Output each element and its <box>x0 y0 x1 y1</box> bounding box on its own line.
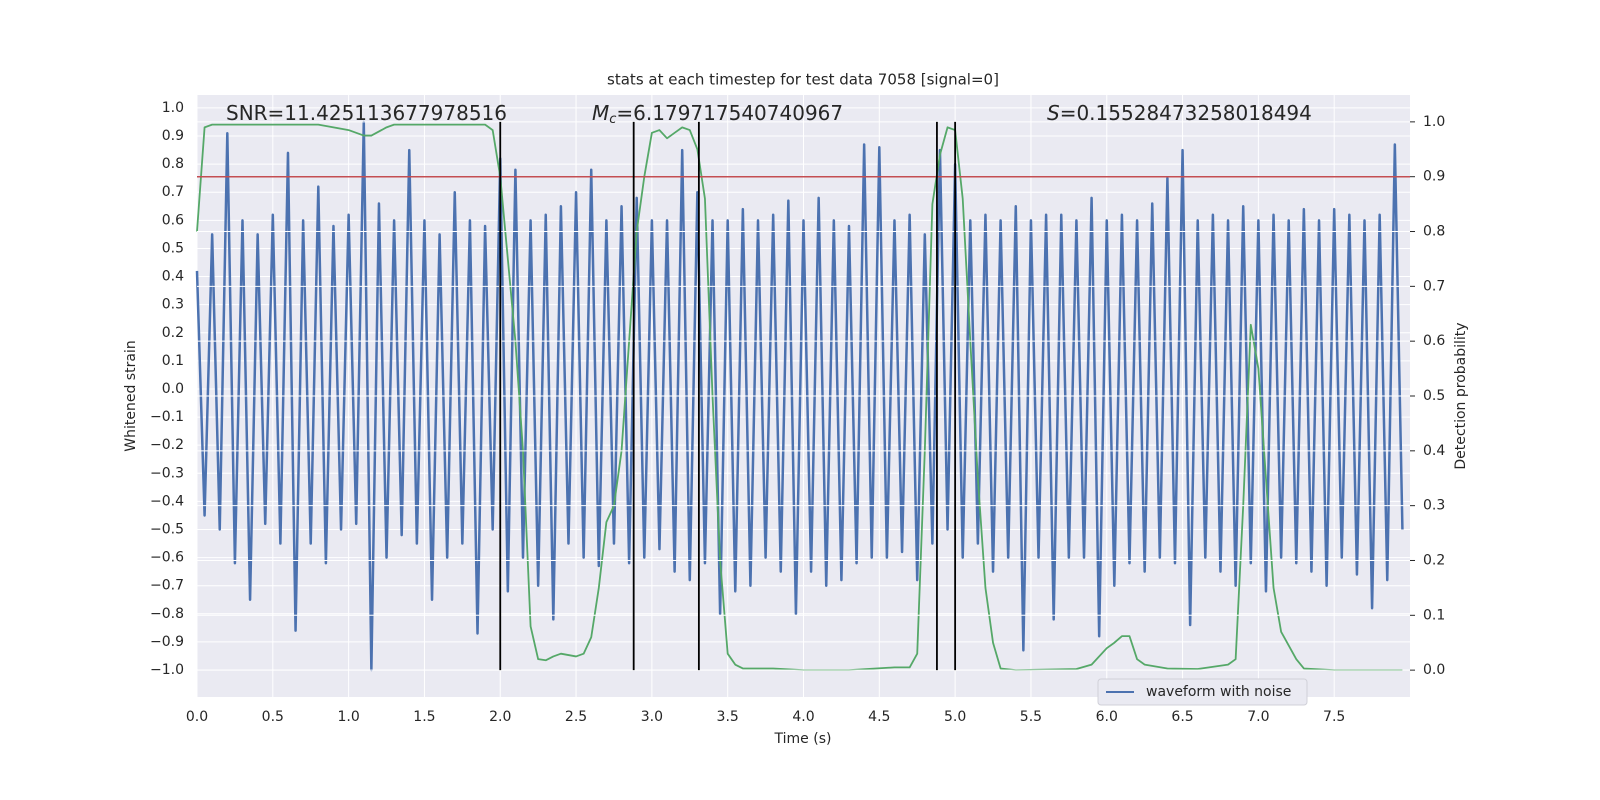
y-tick-label: 0.4 <box>162 269 184 285</box>
y2-tick-label: 1.0 <box>1423 114 1445 130</box>
x-tick-label: 0.0 <box>186 709 208 725</box>
annotation: SNR=11.425113677978516 <box>226 101 507 125</box>
y-tick-label: 0.2 <box>162 325 184 341</box>
y-tick-label: −0.7 <box>150 578 184 594</box>
legend: waveform with noise <box>1097 678 1308 706</box>
chart-title: stats at each timestep for test data 705… <box>607 71 999 89</box>
y-tick-label: 0.0 <box>162 381 184 397</box>
y2-axis-label: Detection probability <box>1453 322 1469 469</box>
y-tick-label: 0.1 <box>162 353 184 369</box>
annotation-subscript: c <box>609 112 616 127</box>
y2-tick-label: 0.1 <box>1423 607 1445 623</box>
legend-label: waveform with noise <box>1146 684 1291 700</box>
y-tick-label: −0.9 <box>150 634 184 650</box>
line-series <box>196 123 1403 672</box>
data-layer <box>195 120 1404 672</box>
annotation-text: =0.15528473258018494 <box>1060 101 1312 125</box>
annotation-text: SNR=11.425113677978516 <box>226 101 507 125</box>
y-tick-label: 0.8 <box>162 156 184 172</box>
y-tick-label: −0.1 <box>150 409 184 425</box>
annotation-text: =6.179717540740967 <box>616 101 843 125</box>
y2-tick-label: 0.4 <box>1423 443 1445 459</box>
x-tick-label: 3.5 <box>717 709 739 725</box>
x-tick-label: 3.0 <box>641 709 663 725</box>
y2-tick-label: 0.8 <box>1423 224 1445 240</box>
y2-tick-label: 0.5 <box>1423 388 1445 404</box>
y-tick-label: 0.9 <box>162 128 184 144</box>
legend-box <box>1097 678 1308 706</box>
y2-tick-label: 0.2 <box>1423 552 1445 568</box>
y-tick-label: −0.8 <box>150 606 184 622</box>
x-tick-label: 2.5 <box>565 709 587 725</box>
annotation-symbol: S <box>1047 101 1060 125</box>
x-tick-label: 4.5 <box>868 709 890 725</box>
x-tick-label: 5.0 <box>944 709 966 725</box>
x-tick-label: 1.0 <box>337 709 359 725</box>
annotation: Mc=6.179717540740967 <box>592 101 843 127</box>
y-tick-label: 0.5 <box>162 240 184 256</box>
x-tick-label: 7.5 <box>1323 709 1345 725</box>
y-tick-label: 0.6 <box>162 212 184 228</box>
annotation-symbol: M <box>592 101 609 125</box>
x-tick-label: 6.5 <box>1171 709 1193 725</box>
overlay-layer <box>197 121 1410 671</box>
y-tick-label: −0.6 <box>150 550 184 566</box>
x-tick-label: 2.0 <box>489 709 511 725</box>
y-tick-label: −1.0 <box>150 662 184 678</box>
line-series <box>195 120 1404 672</box>
y-tick-label: −0.5 <box>150 521 184 537</box>
y-tick-label: −0.4 <box>150 493 184 509</box>
y-tick-label: 0.7 <box>162 184 184 200</box>
y2-tick-label: 0.3 <box>1423 498 1445 514</box>
y2-tick-label: 0.0 <box>1423 662 1445 678</box>
y-tick-label: 1.0 <box>162 100 184 116</box>
y2-tick-label: 0.6 <box>1423 333 1445 349</box>
x-tick-label: 4.0 <box>792 709 814 725</box>
x-tick-label: 7.0 <box>1247 709 1269 725</box>
x-tick-label: 1.5 <box>413 709 435 725</box>
y-axis-label: Whitened strain <box>123 340 139 451</box>
y-tick-label: −0.3 <box>150 465 184 481</box>
y-tick-label: −0.2 <box>150 437 184 453</box>
y2-tick-label: 0.7 <box>1423 278 1445 294</box>
y2-tick-label: 0.9 <box>1423 169 1445 185</box>
annotation: S=0.15528473258018494 <box>1047 101 1312 125</box>
x-tick-label: 5.5 <box>1020 709 1042 725</box>
y-tick-label: 0.3 <box>162 297 184 313</box>
x-axis-label: Time (s) <box>774 731 832 747</box>
x-tick-label: 6.0 <box>1096 709 1118 725</box>
x-tick-label: 0.5 <box>262 709 284 725</box>
